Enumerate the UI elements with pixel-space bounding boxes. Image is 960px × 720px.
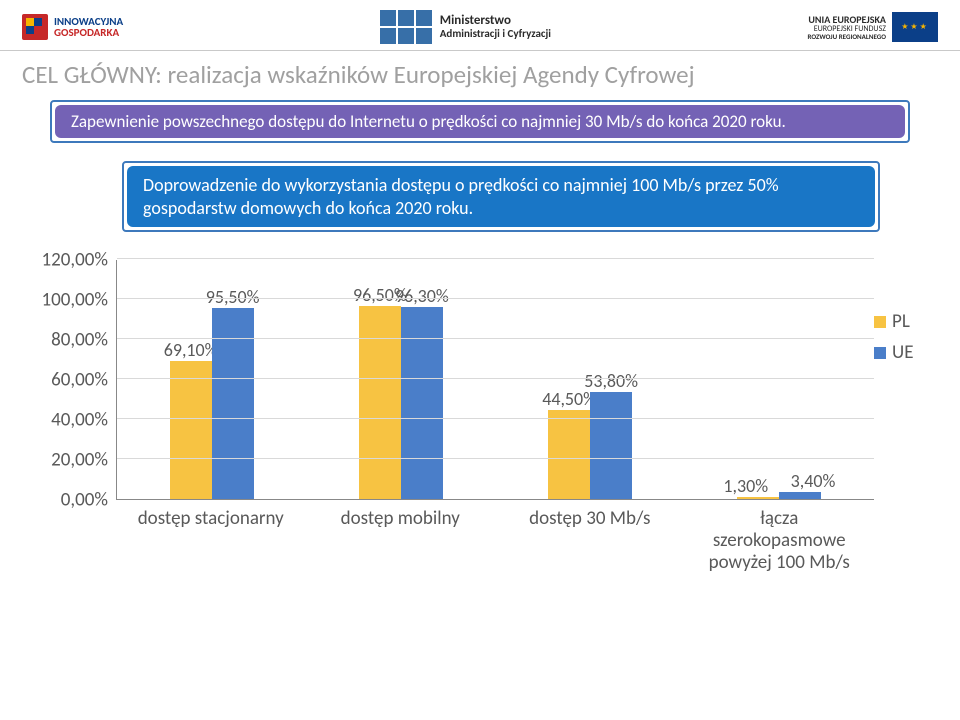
grid-line xyxy=(117,258,874,259)
logo-ministerstwo: Ministerstwo Administracji i Cyfryzacji xyxy=(380,10,551,44)
goal-box-2: Doprowadzenie do wykorzystania dostępu o… xyxy=(122,161,880,232)
bar-value-label: 69,10% xyxy=(164,339,218,361)
logo-innowacyjna: INNOWACYJNA GOSPODARKA xyxy=(22,14,123,40)
y-tick-label: 0,00% xyxy=(61,489,108,512)
y-axis: 0,00% 20,00% 40,00% 60,00% 80,00% 100,00% 120,… xyxy=(30,250,116,610)
logo-eu: UNIA EUROPEJSKA EUROPEJSKI FUNDUSZ ROZWO… xyxy=(808,12,938,42)
bar-value-label: 1,30% xyxy=(723,475,768,497)
y-tick-label: 100,00% xyxy=(42,289,108,312)
grid-line xyxy=(117,378,874,379)
grid-line xyxy=(117,418,874,419)
legend: PL UE xyxy=(874,250,930,610)
grid-icon xyxy=(380,10,432,44)
y-tick-label: 40,00% xyxy=(51,409,108,432)
legend-item: PL xyxy=(874,310,930,333)
grid-line xyxy=(117,458,874,459)
goal-box-1-text: Zapewnienie powszechnego dostępu do Inte… xyxy=(55,105,905,138)
bar-value-label: 53,80% xyxy=(584,370,638,392)
bar-groups: 69,10%95,50%96,50%96,30%44,50%53,80%1,30… xyxy=(117,260,874,499)
header: INNOWACYJNA GOSPODARKA Ministerstwo Admi… xyxy=(0,0,960,50)
eu-flag-icon xyxy=(892,12,938,42)
y-tick-label: 120,00% xyxy=(42,249,108,272)
bar-UE: 96,30% xyxy=(401,307,443,500)
y-tick-label: 60,00% xyxy=(51,369,108,392)
bar-UE: 95,50% xyxy=(212,308,254,499)
legend-label: UE xyxy=(892,341,913,364)
center-line1: Ministerstwo xyxy=(440,14,551,28)
plot: 69,10%95,50%96,50%96,30%44,50%53,80%1,30… xyxy=(116,260,874,500)
x-tick-label: dostęp stacjonarny xyxy=(127,508,294,574)
bar-PL: 44,50% xyxy=(548,410,590,499)
x-tick-label: dostęp mobilny xyxy=(317,508,484,574)
right-line3: ROZWOJU REGIONALNEGO xyxy=(808,33,886,40)
bar-UE: 3,40% xyxy=(779,492,821,499)
bar-group: 69,10%95,50% xyxy=(128,308,295,499)
legend-swatch xyxy=(874,347,886,359)
goal-box-2-text: Doprowadzenie do wykorzystania dostępu o… xyxy=(127,166,875,227)
bar-chart: 0,00% 20,00% 40,00% 60,00% 80,00% 100,00% 120,… xyxy=(30,250,930,610)
cube-icon xyxy=(22,14,48,40)
goal-box-1: Zapewnienie powszechnego dostępu do Inte… xyxy=(50,100,910,143)
left-logo-line2: GOSPODARKA xyxy=(54,27,123,38)
grid-line xyxy=(117,298,874,299)
x-tick-label: dostęp 30 Mb/s xyxy=(506,508,673,574)
right-line1: UNIA EUROPEJSKA xyxy=(808,15,886,25)
y-tick-label: 20,00% xyxy=(51,449,108,472)
bar-PL: 1,30% xyxy=(737,497,779,500)
center-line2: Administracji i Cyfryzacji xyxy=(440,28,551,40)
legend-label: PL xyxy=(892,310,910,333)
legend-swatch xyxy=(874,316,886,328)
page-title: CEL GŁÓWNY: realizacja wskaźników Europe… xyxy=(0,59,960,100)
legend-item: UE xyxy=(874,341,930,364)
bar-value-label: 95,50% xyxy=(206,286,260,308)
x-axis-labels: dostęp stacjonarny dostęp mobilny dostęp 3… xyxy=(116,508,874,574)
bar-PL: 96,50% xyxy=(359,306,401,499)
bar-group: 96,50%96,30% xyxy=(318,306,485,499)
bar-group: 1,30%3,40% xyxy=(696,492,863,499)
y-tick-label: 80,00% xyxy=(51,329,108,352)
bar-value-label: 96,30% xyxy=(395,285,449,307)
bar-group: 44,50%53,80% xyxy=(507,392,674,500)
grid-line xyxy=(117,338,874,339)
bar-UE: 53,80% xyxy=(590,392,632,500)
bar-PL: 69,10% xyxy=(170,361,212,499)
divider xyxy=(0,50,960,51)
x-tick-label: łącza szerokopasmowe powyżej 100 Mb/s xyxy=(696,508,863,574)
bar-value-label: 3,40% xyxy=(791,470,836,492)
